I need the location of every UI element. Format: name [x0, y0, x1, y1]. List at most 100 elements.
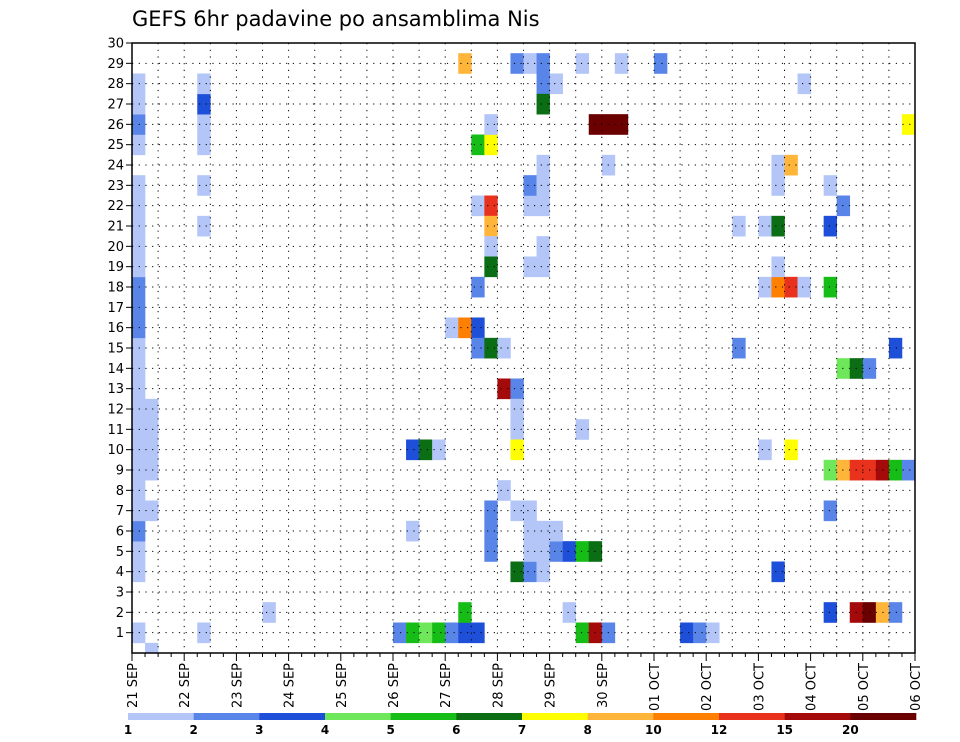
heatmap-cell [471, 622, 485, 644]
x-tick-label: 05 OCT [857, 663, 872, 711]
heatmap-cell [823, 602, 837, 623]
y-tick-label: 11 [107, 423, 124, 438]
heatmap-cell [784, 276, 798, 298]
y-tick-label: 18 [107, 281, 124, 296]
heatmap-cell [758, 439, 772, 461]
x-axis-ticks: 21 SEP 22 SEP 23 SEP 24 SEP 25 SEP 26 SEP 27 S… [126, 653, 924, 711]
heatmap-cell [484, 541, 498, 562]
y-tick-label: 20 [107, 240, 124, 255]
colorbar-label: 2 [189, 723, 197, 737]
heatmap-cell [132, 317, 146, 339]
heatmap-cell [888, 459, 903, 481]
heatmap-cell [484, 195, 498, 217]
heatmap-cell [471, 134, 485, 156]
heatmap-cell [771, 154, 785, 176]
heatmap-cell [680, 622, 694, 644]
heatmap-cell [771, 561, 785, 583]
heatmap-cell [784, 439, 798, 461]
heatmap-cell [197, 93, 211, 115]
heatmap-cell [445, 622, 459, 644]
x-tick-label: 23 SEP [230, 663, 245, 708]
y-tick-label: 14 [107, 362, 124, 377]
colorbar-label: 3 [255, 723, 263, 737]
heatmap-cell [823, 175, 837, 196]
colorbar-swatch [259, 713, 326, 720]
heatmap-cell [145, 439, 159, 461]
y-tick-label: 12 [107, 403, 124, 418]
heatmap-cell [510, 378, 524, 400]
colorbar-label: 5 [386, 723, 394, 737]
heatmap-cell [197, 622, 211, 644]
y-tick-label: 24 [107, 159, 124, 174]
y-tick-label: 2 [116, 606, 124, 621]
heatmap-cell [523, 541, 537, 562]
heatmap-cell [654, 53, 668, 74]
heatmap-cell [523, 561, 537, 583]
colorbar-swatch [128, 713, 194, 720]
colorbar: 1 2 3 4 5 6 7 8 10 12 15 20 [124, 713, 917, 737]
y-tick-label: 30 [107, 37, 124, 52]
heatmap-cell [797, 73, 811, 95]
x-tick-label: 30 SEP [596, 663, 611, 708]
heatmap-cell [536, 256, 550, 278]
y-tick-label: 22 [107, 199, 124, 214]
heatmap-cell [471, 276, 485, 298]
grid-lines [132, 43, 915, 653]
heatmap-cell [888, 337, 903, 359]
heatmap-cell [732, 337, 746, 359]
x-tick-label: 28 SEP [491, 663, 506, 708]
heatmap-cell [523, 53, 537, 74]
heatmap-cell [458, 622, 472, 644]
heatmap-cell [132, 195, 146, 217]
heatmap-cell [562, 541, 576, 562]
heatmap-cell [132, 358, 146, 379]
colorbar-swatch [587, 713, 654, 720]
heatmap-cell [132, 378, 146, 400]
heatmap-cell [549, 541, 563, 562]
y-tick-label: 26 [107, 118, 124, 133]
heatmap-cell [132, 520, 146, 542]
y-tick-label: 9 [116, 464, 124, 479]
heatmap-cell [888, 602, 903, 623]
heatmap-cell [132, 236, 146, 257]
x-tick-label: 25 SEP [335, 663, 350, 708]
heatmap-cell [132, 93, 146, 115]
heatmap-cell [458, 317, 472, 339]
heatmap-cell [132, 215, 146, 237]
heatmap-cell [536, 73, 550, 95]
heatmap-cell [575, 53, 590, 74]
heatmap-cell [484, 337, 498, 359]
heatmap-cell [393, 622, 407, 644]
heatmap-cell [132, 276, 146, 298]
heatmap-cell [771, 175, 785, 196]
y-tick-label: 25 [107, 138, 124, 153]
y-tick-label: 29 [107, 57, 124, 72]
y-tick-label: 4 [116, 565, 124, 580]
heatmap-cell [510, 500, 524, 522]
colorbar-label: 20 [842, 723, 859, 737]
heatmap-cell [771, 215, 785, 237]
colorbar-swatch [522, 713, 588, 720]
heatmap-cell [484, 236, 498, 257]
y-tick-label: 28 [107, 77, 124, 92]
heatmap-cell [823, 215, 837, 237]
y-tick-label: 1 [116, 626, 124, 641]
heatmap-cell [484, 114, 498, 135]
y-tick-label: 15 [107, 342, 124, 357]
heatmap-cell [132, 73, 146, 95]
heatmap-cell [523, 175, 537, 196]
heatmap-cell [145, 500, 159, 522]
y-tick-label: 10 [107, 443, 124, 458]
heatmap-cell [458, 53, 472, 74]
heatmap-cell [197, 175, 211, 196]
heatmap-cell [797, 276, 811, 298]
x-tick-label: 02 OCT [700, 663, 715, 711]
heatmap-cell [432, 439, 446, 461]
colorbar-label: 7 [518, 723, 526, 737]
colorbar-label: 6 [452, 723, 460, 737]
heatmap-cell [510, 439, 524, 461]
heatmap-cell [536, 236, 550, 257]
colorbar-swatch [653, 713, 720, 720]
heatmap-cell [419, 622, 433, 644]
